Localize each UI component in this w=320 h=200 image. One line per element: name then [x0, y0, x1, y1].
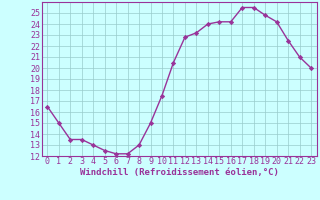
X-axis label: Windchill (Refroidissement éolien,°C): Windchill (Refroidissement éolien,°C) [80, 168, 279, 177]
